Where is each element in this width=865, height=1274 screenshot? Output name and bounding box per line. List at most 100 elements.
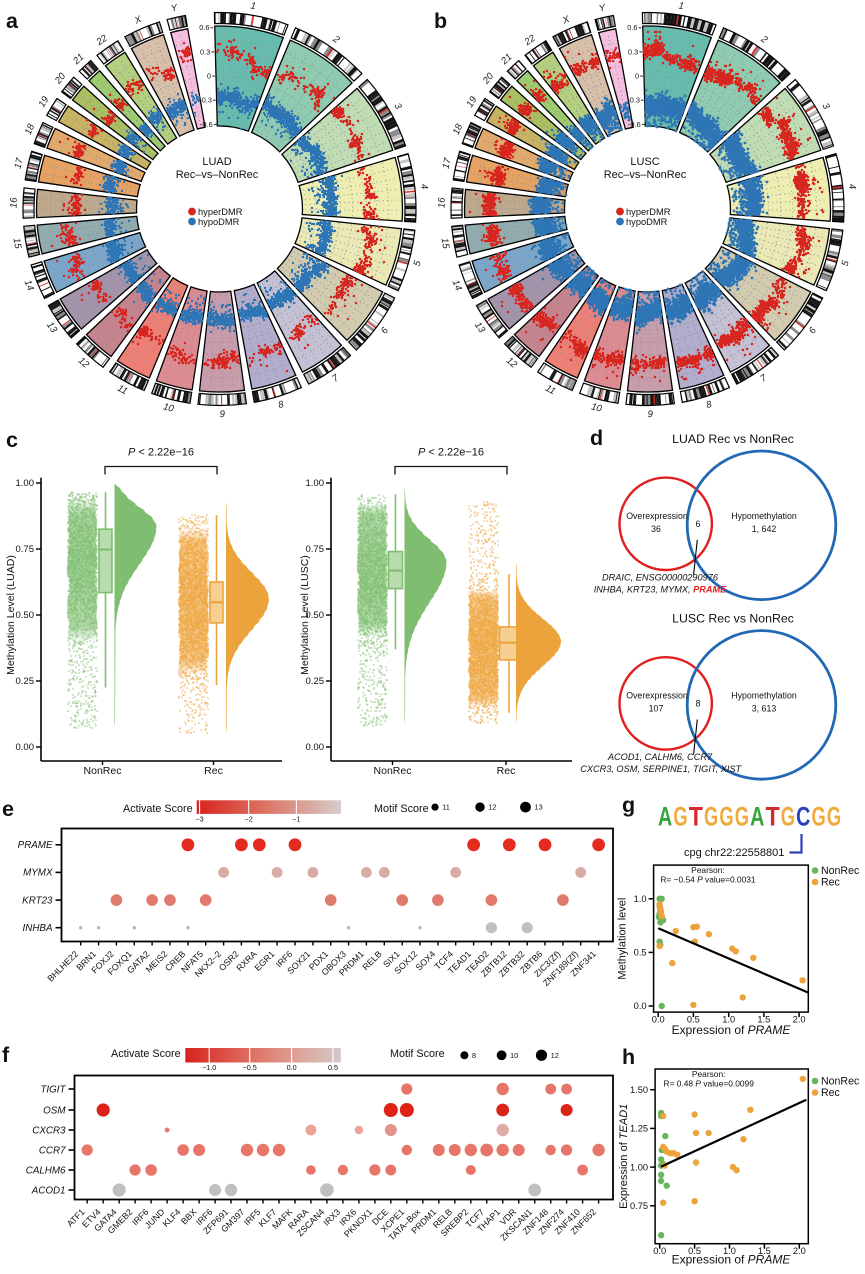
svg-text:h: h	[622, 1045, 635, 1069]
svg-text:3: 3	[391, 101, 404, 112]
svg-text:9: 9	[648, 409, 654, 420]
svg-text:Rec: Rec	[204, 765, 223, 777]
svg-text:Activate Score: Activate Score	[123, 803, 193, 815]
svg-text:cpg chr22:22558801: cpg chr22:22558801	[684, 847, 784, 859]
svg-text:Methylation level: Methylation level	[617, 898, 629, 980]
svg-text:1.0: 1.0	[723, 1246, 736, 1256]
svg-text:Motif Score: Motif Score	[390, 1048, 445, 1060]
svg-text:LUSC: LUSC	[630, 156, 659, 168]
svg-text:T: T	[765, 802, 780, 832]
svg-text:-0.3: -0.3	[627, 96, 640, 105]
svg-text:0.3: 0.3	[200, 47, 210, 56]
svg-text:0.6: 0.6	[199, 23, 209, 32]
svg-text:1.0: 1.0	[722, 1015, 735, 1025]
svg-text:16: 16	[436, 197, 447, 209]
svg-text:G: G	[827, 802, 841, 832]
svg-text:CXCR3: CXCR3	[32, 1125, 66, 1136]
svg-text:0.0: 0.0	[287, 1063, 297, 1072]
svg-text:hyperDMR: hyperDMR	[198, 207, 243, 217]
svg-text:R= −0.54 P value=0.0031: R= −0.54 P value=0.0031	[660, 875, 756, 885]
svg-text:6: 6	[696, 519, 701, 529]
svg-text:12: 12	[488, 803, 496, 812]
svg-text:15: 15	[11, 237, 24, 250]
svg-text:7: 7	[330, 372, 341, 384]
svg-text:e: e	[2, 797, 14, 821]
svg-text:Hypomethylation: Hypomethylation	[731, 511, 797, 521]
svg-text:5: 5	[412, 259, 424, 268]
svg-text:−2: −2	[245, 814, 253, 823]
svg-text:13: 13	[534, 803, 542, 812]
svg-text:1, 642: 1, 642	[752, 524, 777, 534]
svg-text:1: 1	[250, 0, 257, 12]
svg-text:17: 17	[441, 156, 454, 169]
svg-text:G: G	[719, 802, 733, 832]
svg-text:INHBA: INHBA	[23, 923, 53, 934]
svg-text:2.0: 2.0	[793, 1246, 806, 1256]
svg-text:8: 8	[472, 1051, 476, 1060]
svg-text:LUSC Rec vs NonRec: LUSC Rec vs NonRec	[672, 612, 794, 626]
svg-text:0.00: 0.00	[16, 742, 35, 753]
svg-text:CCR7: CCR7	[39, 1145, 66, 1156]
svg-text:X: X	[560, 14, 572, 27]
svg-text:T: T	[689, 802, 704, 832]
svg-text:hypoDMR: hypoDMR	[198, 217, 240, 227]
svg-text:0.25: 0.25	[306, 676, 325, 687]
svg-text:PRAME: PRAME	[18, 840, 53, 851]
svg-text:G: G	[704, 802, 718, 832]
svg-text:16: 16	[8, 197, 19, 209]
svg-text:g: g	[622, 793, 635, 817]
svg-text:C: C	[796, 802, 810, 832]
svg-text:Overexpression: Overexpression	[626, 690, 688, 700]
svg-text:10: 10	[162, 401, 176, 414]
svg-text:LUAD: LUAD	[202, 156, 231, 168]
svg-text:CXCR3, OSM, SERPINE1, TIGIT, X: CXCR3, OSM, SERPINE1, TIGIT, XIST	[580, 764, 742, 774]
svg-text:R= 0.48 P value=0.0099: R= 0.48 P value=0.0099	[664, 1079, 755, 1089]
svg-text:14: 14	[450, 278, 464, 292]
svg-text:0: 0	[207, 72, 211, 81]
svg-text:1.50: 1.50	[630, 1085, 648, 1095]
svg-text:G: G	[781, 802, 795, 832]
svg-text:Pearson:: Pearson:	[691, 865, 725, 875]
svg-text:36: 36	[651, 524, 661, 534]
svg-text:hyperDMR: hyperDMR	[626, 207, 671, 217]
svg-text:1.0: 1.0	[634, 894, 647, 904]
svg-text:Hypomethylation: Hypomethylation	[731, 690, 797, 700]
svg-text:ACOD1: ACOD1	[31, 1185, 66, 1196]
svg-text:0.5: 0.5	[687, 1015, 700, 1025]
svg-text:17: 17	[13, 156, 26, 169]
svg-text:−1: −1	[292, 814, 300, 823]
svg-text:0.50: 0.50	[306, 610, 325, 621]
svg-text:4: 4	[846, 183, 858, 190]
svg-text:c: c	[6, 428, 18, 452]
svg-text:DRAIC, ENSG00000290976: DRAIC, ENSG00000290976	[602, 572, 719, 582]
svg-text:1.5: 1.5	[758, 1246, 771, 1256]
svg-text:MYMX: MYMX	[23, 868, 53, 879]
svg-text:10: 10	[510, 1051, 518, 1060]
svg-text:1.00: 1.00	[630, 1162, 648, 1172]
svg-text:Activate Score: Activate Score	[111, 1048, 181, 1060]
svg-text:Rec–vs–NonRec: Rec–vs–NonRec	[604, 169, 687, 181]
svg-text:KRT23: KRT23	[22, 895, 53, 906]
svg-text:NonRec: NonRec	[821, 865, 860, 877]
svg-text:−1.0: −1.0	[202, 1063, 216, 1072]
svg-text:0.5: 0.5	[634, 948, 647, 958]
svg-text:−3: −3	[195, 814, 203, 823]
svg-text:b: b	[434, 9, 447, 33]
svg-text:0.75: 0.75	[306, 544, 325, 555]
svg-text:10: 10	[590, 401, 604, 414]
svg-text:0.0: 0.0	[634, 1001, 647, 1011]
svg-text:14: 14	[22, 278, 36, 292]
svg-text:NonRec: NonRec	[821, 1076, 860, 1088]
svg-text:G: G	[673, 802, 687, 832]
svg-text:11: 11	[115, 383, 129, 397]
svg-text:11: 11	[543, 383, 557, 397]
svg-text:X: X	[132, 14, 144, 27]
svg-text:INHBA, KRT23, MYMX, PRAME: INHBA, KRT23, MYMX, PRAME	[594, 585, 727, 595]
svg-text:P < 2.22e−16: P < 2.22e−16	[418, 447, 484, 459]
svg-text:Y: Y	[170, 2, 179, 14]
svg-text:P < 2.22e−16: P < 2.22e−16	[128, 447, 194, 459]
svg-text:8: 8	[696, 698, 701, 708]
svg-text:3, 613: 3, 613	[752, 703, 777, 713]
svg-text:8: 8	[277, 399, 286, 411]
svg-text:1: 1	[678, 0, 685, 12]
